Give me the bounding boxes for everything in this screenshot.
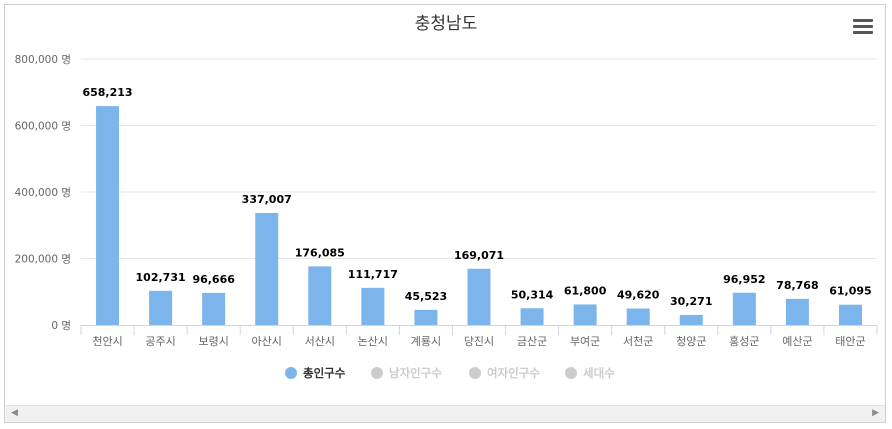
legend-marker-icon bbox=[565, 367, 577, 379]
data-label: 61,095 bbox=[829, 285, 871, 298]
chart-frame: 충청남도 0 명 200,000 명 400,000 명 600,000 명 800,0… bbox=[4, 4, 886, 423]
legend-marker-icon bbox=[371, 367, 383, 379]
legend-marker-icon bbox=[469, 367, 481, 379]
data-label: 169,071 bbox=[454, 249, 504, 262]
bar-15[interactable] bbox=[838, 304, 862, 325]
bar-9[interactable] bbox=[520, 308, 544, 325]
data-label: 61,800 bbox=[564, 284, 607, 297]
x-tick-label: 태안군 bbox=[835, 335, 865, 348]
data-label: 78,768 bbox=[776, 279, 818, 292]
bar-12[interactable] bbox=[679, 314, 703, 325]
legend-item-2[interactable]: 남자인구수 bbox=[371, 366, 442, 380]
legend-item-3[interactable]: 여자인구수 bbox=[469, 366, 540, 380]
scroll-left-icon[interactable]: ◀ bbox=[11, 408, 18, 418]
data-label: 102,731 bbox=[136, 271, 186, 284]
bar-3[interactable] bbox=[202, 292, 226, 325]
y-tick-label: 600,000 명 bbox=[15, 121, 71, 133]
x-tick-label: 계룡시 bbox=[411, 335, 441, 348]
legend-item-4[interactable]: 세대수 bbox=[565, 366, 615, 380]
data-label: 49,620 bbox=[617, 289, 660, 302]
x-tick-label: 서천군 bbox=[623, 334, 653, 348]
legend-label: 여자인구수 bbox=[487, 366, 540, 380]
data-label: 111,717 bbox=[348, 268, 398, 281]
bar-10[interactable] bbox=[573, 304, 597, 325]
scroll-right-icon[interactable]: ▶ bbox=[872, 408, 879, 418]
data-label: 658,213 bbox=[82, 86, 132, 99]
x-tick-label: 보령시 bbox=[198, 335, 228, 348]
x-tick-label: 논산시 bbox=[358, 335, 388, 348]
data-label: 30,271 bbox=[670, 295, 712, 308]
legend-marker-icon bbox=[285, 367, 297, 379]
data-label: 96,666 bbox=[192, 273, 235, 286]
bar-13[interactable] bbox=[732, 292, 756, 325]
x-tick-label: 홍성군 bbox=[729, 334, 759, 348]
y-tick-label: 0 명 bbox=[51, 320, 71, 332]
chart-title: 충청남도 bbox=[415, 14, 478, 34]
x-tick-label: 당진시 bbox=[464, 335, 494, 348]
chart: 충청남도 0 명 200,000 명 400,000 명 600,000 명 800,0… bbox=[15, 14, 878, 380]
x-tick-label: 부여군 bbox=[570, 335, 600, 348]
x-tick-label: 공주시 bbox=[145, 335, 175, 348]
bar-8[interactable] bbox=[467, 268, 491, 325]
x-tick-label: 천안시 bbox=[92, 334, 122, 348]
y-tick-label: 800,000 명 bbox=[15, 54, 71, 66]
x-tick-label: 금산군 bbox=[517, 335, 547, 348]
legend-label: 총인구수 bbox=[303, 366, 346, 380]
bar-4[interactable] bbox=[255, 212, 279, 325]
bar-11[interactable] bbox=[626, 308, 650, 325]
legend-label: 남자인구수 bbox=[389, 366, 442, 380]
y-tick-label: 400,000 명 bbox=[15, 187, 71, 199]
bar-7[interactable] bbox=[414, 309, 438, 325]
bar-5[interactable] bbox=[308, 266, 332, 325]
hamburger-menu-icon[interactable] bbox=[853, 19, 873, 37]
x-tick-label: 아산시 bbox=[252, 335, 282, 348]
data-label: 96,952 bbox=[723, 273, 765, 286]
bar-6[interactable] bbox=[361, 287, 385, 325]
data-label: 176,085 bbox=[295, 246, 345, 259]
data-label: 337,007 bbox=[242, 193, 292, 206]
legend-label: 세대수 bbox=[583, 366, 615, 380]
x-tick-label: 서산시 bbox=[305, 335, 335, 348]
legend-item-1[interactable]: 총인구수 bbox=[285, 366, 346, 380]
y-tick-label: 200,000 명 bbox=[15, 254, 71, 266]
bar-14[interactable] bbox=[785, 298, 809, 325]
bar-2[interactable] bbox=[149, 290, 173, 325]
x-tick-label: 예산군 bbox=[782, 335, 812, 348]
x-tick-label: 청양군 bbox=[676, 335, 706, 348]
horizontal-scrollbar[interactable]: ◀ ▶ bbox=[5, 405, 885, 422]
data-label: 50,314 bbox=[511, 288, 554, 301]
bar-1[interactable] bbox=[96, 106, 120, 325]
data-label: 45,523 bbox=[405, 290, 447, 303]
